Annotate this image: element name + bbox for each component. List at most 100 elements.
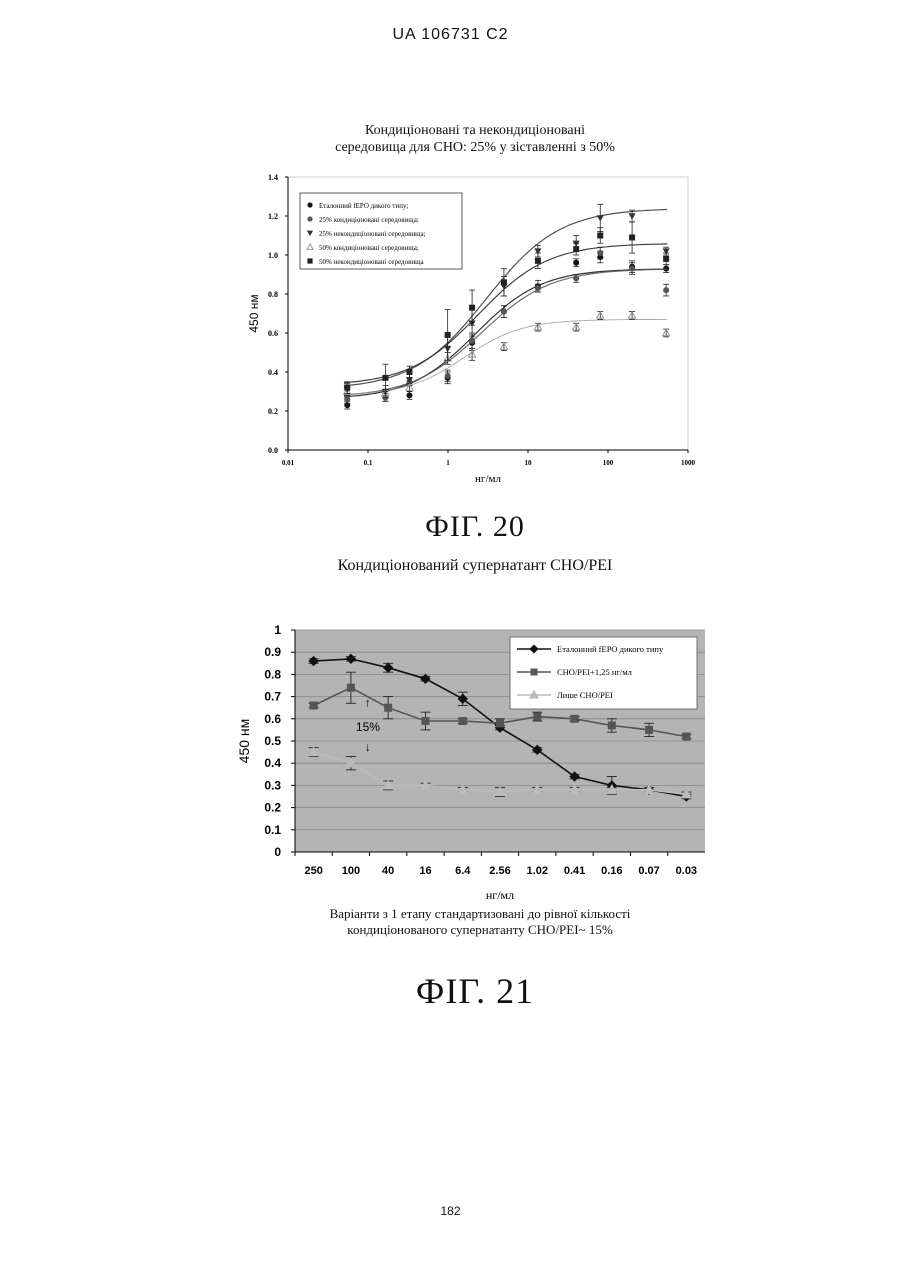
fig20-data-point bbox=[663, 256, 669, 262]
fig21-legend-marker bbox=[531, 669, 538, 676]
fig20-y-tick-label: 0.4 bbox=[268, 368, 278, 377]
fig21-data-point bbox=[421, 717, 429, 725]
fig20-data-point bbox=[573, 260, 579, 266]
fig20-data-point bbox=[597, 250, 603, 256]
fig20-data-point bbox=[406, 369, 412, 375]
fig20-y-tick-label: 0.0 bbox=[268, 446, 278, 455]
fig20-legend: Еталонний fEPO дикого типу; 25% кондиціон… bbox=[300, 193, 462, 269]
fig21-chart: 0 0.1 0.2 0.3 0.4 0.5 0.6 0.7 0.8 0.9 1 250 100 40 16 6… bbox=[225, 615, 725, 910]
fig21-data-point bbox=[347, 684, 355, 692]
fig20-x-tick-label: 100 bbox=[603, 459, 614, 467]
fig20-x-tick-label: 10 bbox=[525, 459, 533, 467]
fig20-x-tick-label: 0.01 bbox=[282, 459, 295, 467]
fig21-y-tick-label: 0.3 bbox=[264, 778, 281, 792]
fig21-y-tick-label: 0.7 bbox=[264, 690, 281, 704]
fig21-legend-label: CHO/PEI+1,25 нг/мл bbox=[557, 667, 633, 677]
fig20-caption: ФІГ. 20 bbox=[250, 510, 700, 544]
fig21-legend-label: Еталонний fEPO дикого типу bbox=[557, 644, 664, 654]
fig21-legend: Еталонний fEPO дикого типу CHO/PEI+1,25 н… bbox=[510, 637, 697, 709]
fig20-data-point bbox=[629, 266, 635, 272]
fig21-data-point bbox=[459, 717, 467, 725]
fig20-data-point bbox=[629, 234, 635, 240]
fig21-y-tick-label: 0.5 bbox=[264, 734, 281, 748]
fig21-data-point bbox=[682, 733, 690, 741]
page-header: UA 106731 C2 bbox=[0, 26, 901, 44]
fig20-legend-label: 50% кондиціоновані середовища; bbox=[319, 244, 419, 252]
fig21-y-tick-label: 1 bbox=[274, 623, 281, 637]
arrow-up-icon: ↑ bbox=[365, 696, 371, 710]
fig20-data-point bbox=[445, 332, 451, 338]
fig20-data-point bbox=[344, 385, 350, 391]
fig21-data-point bbox=[571, 715, 579, 723]
fig21-y-axis-label: 450 нм bbox=[236, 719, 252, 764]
fig21-x-axis-label: нг/мл bbox=[486, 888, 514, 902]
fig20-x-tick-label: 1000 bbox=[681, 459, 696, 467]
fig20-data-point bbox=[663, 287, 669, 293]
fig20-data-point bbox=[663, 266, 669, 272]
fig20-data-point bbox=[597, 233, 603, 239]
fig21-data-point bbox=[533, 713, 541, 721]
fig20-data-point bbox=[469, 305, 475, 311]
fig20-title: Кондиціоновані та некондиціоновані серед… bbox=[250, 122, 700, 156]
fig21-x-tick-label: 250 bbox=[304, 865, 322, 877]
fig20-legend-marker bbox=[307, 216, 312, 221]
fig21-data-point bbox=[384, 704, 392, 712]
fig20-data-point bbox=[501, 279, 507, 285]
fig20-y-tick-label: 0.2 bbox=[268, 407, 278, 416]
fig20-y-tick-label: 0.8 bbox=[268, 290, 278, 299]
fig21-data-point bbox=[496, 719, 504, 727]
fig21-x-tick-label: 0.07 bbox=[638, 865, 659, 877]
fig20-data-point bbox=[573, 246, 579, 252]
page-number: 182 bbox=[0, 1204, 901, 1218]
fig20-y-tick-label: 1.4 bbox=[268, 173, 278, 182]
fig20-y-tick-label: 0.6 bbox=[268, 329, 278, 338]
fig20-data-point bbox=[535, 285, 541, 291]
fig21-x-tick-label: 6.4 bbox=[455, 865, 471, 877]
fig21-data-point bbox=[310, 701, 318, 709]
fig20-x-tick-label: 1 bbox=[446, 459, 450, 467]
fig21-x-tick-label: 0.41 bbox=[564, 865, 585, 877]
fig20-chart: 0.0 0.2 0.4 0.6 0.8 1.0 1.2 1.4 0.01 0.1 1 10 100 100… bbox=[230, 165, 710, 495]
fig20-y-tick-label: 1.0 bbox=[268, 251, 278, 260]
fig21-y-tick-label: 0.1 bbox=[264, 823, 281, 837]
fig21-y-tick-label: 0.4 bbox=[264, 756, 281, 770]
fig20-y-tick-label: 1.2 bbox=[268, 212, 278, 221]
fig21-x-tick-label: 40 bbox=[382, 865, 394, 877]
fig21-y-tick-label: 0.6 bbox=[264, 712, 281, 726]
fig21-caption: ФІГ. 21 bbox=[250, 970, 700, 1012]
fig21-y-tick-label: 0.2 bbox=[264, 801, 281, 815]
arrow-down-icon: ↓ bbox=[365, 740, 371, 754]
fig21-title: Кондиціонований супернатант CHO/PEI bbox=[250, 557, 700, 574]
fig20-data-point bbox=[382, 375, 388, 381]
fig20-data-point bbox=[469, 338, 475, 344]
fig20-data-point bbox=[535, 258, 541, 264]
fig20-legend-marker bbox=[307, 202, 312, 207]
fig20-x-tick-label: 0.1 bbox=[364, 459, 373, 467]
fig21-note: Варіанти з 1 етапу стандартизовані до рі… bbox=[290, 906, 670, 938]
fig20-y-axis-label: 450 нм bbox=[247, 294, 261, 332]
fig21-annotation-label: 15% bbox=[356, 720, 380, 734]
fig21-legend-label: Лише CHO/PEI bbox=[557, 690, 613, 700]
fig20-legend-label: 25% кондиціоновані середовища; bbox=[319, 216, 419, 224]
fig21-x-tick-label: 2.56 bbox=[489, 865, 510, 877]
fig21-y-tick-label: 0 bbox=[274, 845, 281, 859]
fig21-data-point bbox=[645, 726, 653, 734]
fig21-x-tick-label: 0.16 bbox=[601, 865, 622, 877]
fig20-data-point bbox=[344, 396, 350, 402]
fig20-data-point bbox=[501, 309, 507, 315]
fig20-data-point bbox=[406, 392, 412, 398]
fig21-y-tick-label: 0.9 bbox=[264, 645, 281, 659]
fig21-x-tick-label: 16 bbox=[419, 865, 431, 877]
fig21-x-tick-label: 1.02 bbox=[527, 865, 548, 877]
fig20-legend-marker bbox=[307, 258, 312, 263]
fig21-x-tick-label: 100 bbox=[342, 865, 360, 877]
fig20-legend-label: 25% некондиціоновані середовища; bbox=[319, 230, 426, 238]
fig21-y-tick-label: 0.8 bbox=[264, 667, 281, 681]
fig20-x-axis-label: нг/мл bbox=[475, 473, 501, 485]
fig21-x-tick-label: 0.03 bbox=[676, 865, 697, 877]
fig21-data-point bbox=[608, 721, 616, 729]
fig20-data-point bbox=[445, 373, 451, 379]
fig20-legend-label: 50% некондиціоновані середовища bbox=[319, 258, 425, 266]
fig20-legend-label: Еталонний fEPO дикого типу; bbox=[319, 202, 408, 210]
fig20-data-point bbox=[573, 275, 579, 281]
